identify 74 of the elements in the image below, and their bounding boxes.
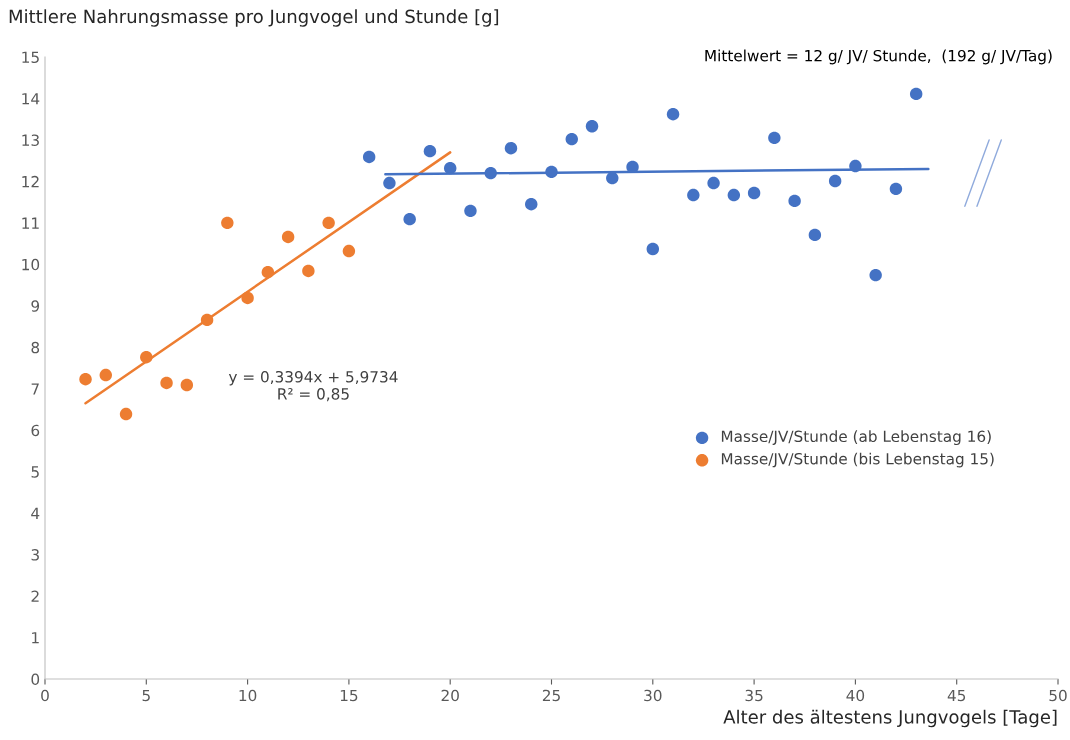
point bbox=[342, 244, 356, 258]
point bbox=[180, 378, 194, 392]
x-tick-label: 40 bbox=[846, 689, 865, 702]
x-tick-label: 0 bbox=[41, 689, 49, 702]
point bbox=[889, 182, 903, 196]
x-tick-label: 15 bbox=[340, 689, 358, 702]
x-tick-label: 30 bbox=[644, 689, 662, 702]
y-tick-label: 11 bbox=[22, 217, 39, 229]
point bbox=[747, 186, 761, 200]
point bbox=[302, 264, 315, 278]
point bbox=[383, 176, 396, 190]
point bbox=[221, 216, 234, 230]
x-axis-title: Alter des ältestens Jungvogels [Tage] bbox=[723, 709, 1057, 728]
point bbox=[869, 268, 882, 282]
y-tick-label: 8 bbox=[31, 341, 40, 354]
x-tick-label: 50 bbox=[1049, 689, 1067, 702]
point bbox=[828, 174, 842, 188]
point bbox=[788, 194, 801, 208]
point bbox=[464, 204, 477, 218]
point bbox=[160, 376, 173, 390]
point bbox=[849, 159, 862, 173]
y-tick-label: 1 bbox=[32, 632, 39, 644]
point bbox=[666, 108, 680, 121]
legend-label: Masse/JV/Stunde (bis Lebenstag 15) bbox=[721, 452, 994, 468]
point bbox=[484, 166, 497, 180]
y-tick-label: 7 bbox=[31, 383, 39, 395]
y-tick-label: 3 bbox=[31, 549, 39, 561]
point bbox=[545, 165, 558, 179]
y-tick-label: 6 bbox=[31, 424, 40, 437]
chart-title: Mittlere Nahrungsmasse pro Jungvogel und Stunde [g] bbox=[9, 9, 499, 27]
point bbox=[119, 407, 133, 421]
point bbox=[909, 87, 923, 101]
y-tick-label: 2 bbox=[31, 590, 39, 602]
point bbox=[525, 198, 538, 211]
annotation: y = 0,3394x + 5,9734 R² = 0,85 bbox=[228, 370, 398, 402]
point bbox=[585, 120, 599, 133]
y-tick-label: 10 bbox=[22, 258, 40, 271]
legend-label: Masse/JV/Stunde (ab Lebenstag 16) bbox=[721, 430, 991, 446]
x-tick-label: 5 bbox=[142, 689, 150, 702]
x-tick-label: 35 bbox=[745, 689, 763, 702]
y-tick-label: 9 bbox=[31, 300, 40, 312]
y-tick-label: 13 bbox=[22, 134, 39, 146]
point bbox=[707, 176, 720, 190]
point bbox=[646, 242, 660, 256]
point bbox=[200, 313, 214, 327]
y-tick-label: 15 bbox=[22, 51, 39, 64]
point bbox=[808, 228, 822, 242]
point bbox=[768, 131, 781, 145]
point bbox=[504, 142, 518, 155]
y-tick-label: 14 bbox=[22, 93, 40, 105]
annotation: Mittelwert = 12 g/ JV/ Stunde, (192 g/ JV/Tag) bbox=[705, 49, 1052, 65]
point bbox=[727, 188, 741, 202]
y-tick-label: 12 bbox=[22, 175, 39, 188]
point bbox=[606, 171, 619, 185]
point bbox=[99, 368, 112, 382]
y-tick-label: 5 bbox=[31, 466, 39, 478]
point bbox=[281, 230, 295, 244]
x-tick-label: 25 bbox=[542, 689, 560, 702]
point bbox=[322, 216, 335, 230]
point bbox=[261, 266, 275, 279]
x-tick-label: 10 bbox=[239, 689, 257, 702]
y-tick-label: 4 bbox=[31, 507, 40, 519]
point bbox=[423, 144, 437, 158]
point bbox=[140, 351, 153, 364]
point bbox=[362, 150, 376, 164]
point bbox=[443, 161, 457, 175]
x-tick-label: 45 bbox=[947, 689, 966, 702]
point bbox=[403, 212, 416, 226]
point bbox=[687, 188, 700, 202]
y-tick-label: 0 bbox=[31, 673, 40, 686]
point bbox=[241, 291, 254, 305]
point bbox=[79, 372, 92, 386]
point bbox=[565, 132, 578, 146]
x-tick-label: 20 bbox=[441, 689, 459, 702]
